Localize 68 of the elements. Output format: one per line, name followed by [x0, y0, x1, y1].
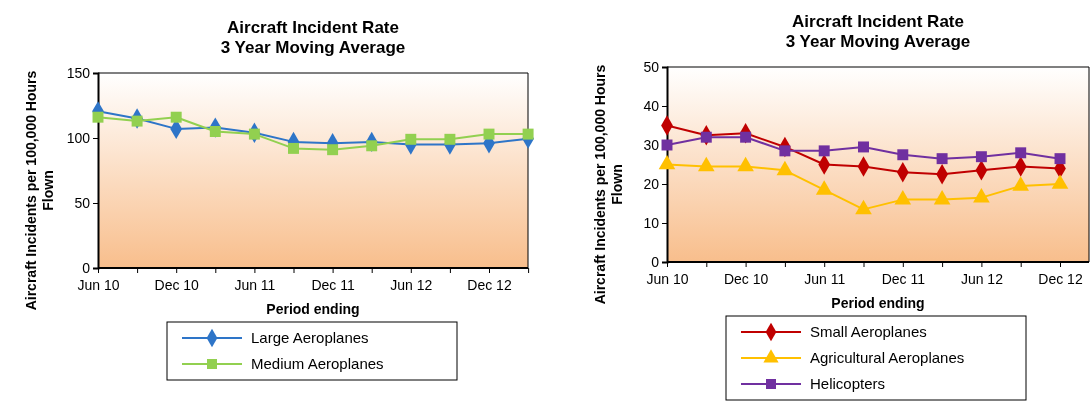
chart-subtitle: 3 Year Moving Average — [785, 32, 971, 51]
point — [697, 156, 715, 172]
point — [858, 141, 869, 153]
point — [973, 188, 990, 203]
x-tick-label: Jun 10 — [77, 277, 120, 293]
legend-label: Medium Aeroplanes — [251, 355, 384, 372]
point — [366, 140, 378, 152]
point — [936, 153, 948, 165]
point — [897, 149, 909, 161]
x-tick-label: Dec 12 — [467, 277, 512, 293]
y-axis-title: Aircraft Incidents per 100,000 Hours Flown — [23, 70, 56, 311]
x-tick-label: Dec 11 — [311, 277, 355, 293]
point — [894, 189, 912, 205]
point — [92, 111, 104, 123]
y-axis-title: Aircraft Incidents per 100,000 Hours Flown — [592, 64, 625, 305]
x-tick-label: Jun 11 — [234, 277, 276, 293]
point — [776, 160, 794, 176]
legend-label: Small Aeroplanes — [810, 323, 927, 340]
y-tick-label: 50 — [643, 58, 660, 75]
x-tick-label: Jun 11 — [804, 271, 846, 287]
point — [522, 128, 534, 140]
point — [170, 111, 182, 123]
x-tick-label: Dec 11 — [881, 271, 926, 287]
point — [658, 154, 676, 170]
x-axis-title: Period ending — [831, 295, 925, 311]
y-tick-label: 150 — [66, 64, 91, 81]
legend-label: Large Aeroplanes — [251, 329, 369, 346]
point — [405, 133, 417, 145]
point — [131, 115, 143, 127]
chart-title: Aircraft Incident Rate — [792, 12, 964, 31]
point — [855, 199, 872, 215]
point — [933, 189, 951, 205]
y-tick-label: 0 — [82, 259, 91, 276]
y-tick-label: 50 — [74, 194, 91, 211]
x-axis-title: Period ending — [266, 301, 360, 317]
y-tick-label: 30 — [643, 136, 660, 153]
point — [737, 156, 754, 172]
point — [1012, 176, 1030, 191]
point — [209, 126, 221, 137]
point — [483, 128, 495, 140]
point — [975, 151, 987, 163]
point — [1051, 174, 1069, 189]
point — [288, 142, 299, 154]
point — [1054, 153, 1066, 165]
x-tick-label: Dec 12 — [1038, 271, 1083, 287]
point — [327, 144, 339, 156]
point — [815, 180, 833, 195]
y-tick-label: 0 — [651, 253, 660, 270]
x-tick-label: Jun 10 — [646, 271, 689, 287]
x-tick-label: Jun 12 — [960, 271, 1004, 287]
chart-title: Aircraft Incident Rate — [227, 18, 399, 37]
point — [740, 131, 752, 143]
point — [779, 145, 791, 157]
x-tick-label: Jun 12 — [390, 277, 433, 293]
x-tick-label: Dec 10 — [154, 277, 200, 293]
y-tick-label: 40 — [643, 97, 660, 114]
y-tick-label: 10 — [643, 214, 660, 231]
point — [444, 133, 456, 145]
y-tick-label: 100 — [66, 129, 91, 146]
y-tick-label: 20 — [643, 175, 660, 192]
point — [248, 128, 260, 140]
legend-label: Agricultural Aeroplanes — [810, 349, 965, 366]
chart-subtitle: 3 Year Moving Average — [220, 38, 406, 57]
point — [1015, 147, 1027, 159]
point — [700, 131, 712, 143]
x-tick-label: Dec 10 — [723, 271, 769, 287]
legend-label: Helicopters — [810, 375, 886, 392]
point — [818, 145, 830, 157]
